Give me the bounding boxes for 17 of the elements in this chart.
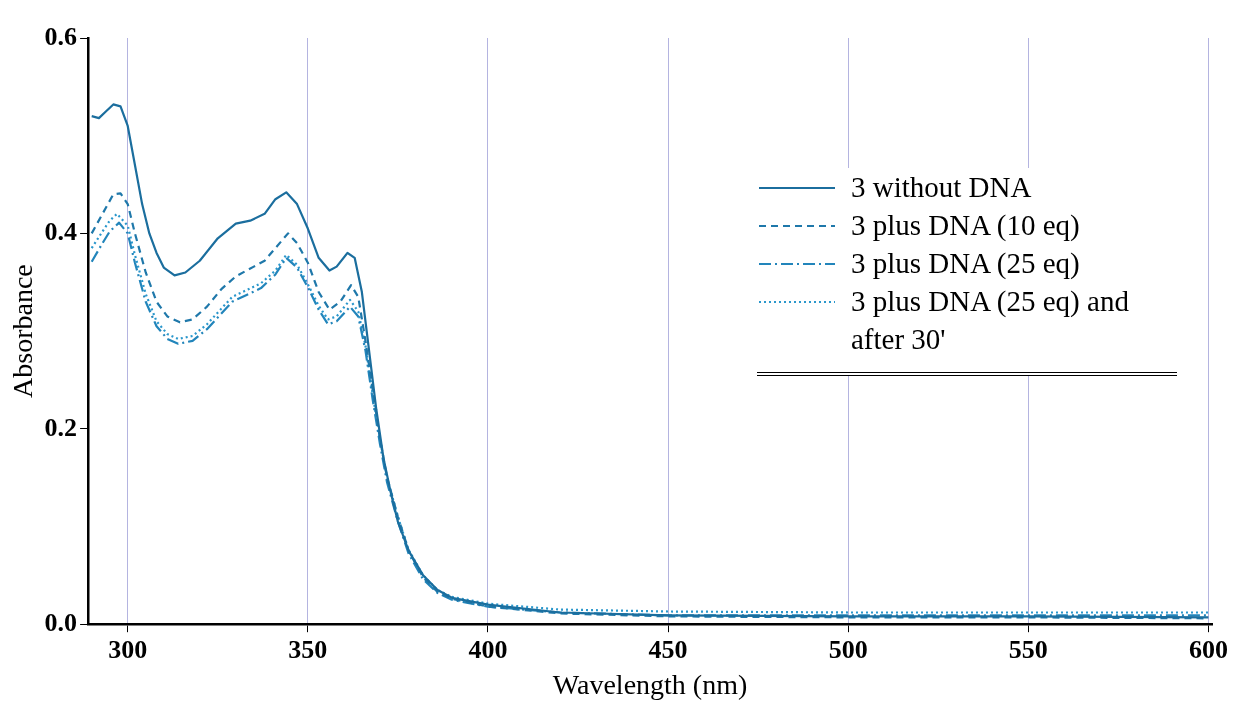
legend-label: 3 plus DNA (25 eq) and after 30' <box>851 284 1130 357</box>
x-tick-label: 350 <box>288 634 328 664</box>
x-axis-title: Wavelength (nm) <box>552 668 748 700</box>
x-tick-label: 550 <box>1008 634 1048 664</box>
x-tick-label: 400 <box>468 634 508 664</box>
y-tick-label: 0.2 <box>44 412 78 442</box>
legend-label: 3 plus DNA (25 eq) <box>851 246 1081 281</box>
y-tick-label: 0.0 <box>44 607 78 637</box>
x-tick-label: 600 <box>1188 634 1228 664</box>
legend-label: 3 without DNA <box>851 170 1033 205</box>
y-tick-label: 0.6 <box>44 21 78 51</box>
x-tick-label: 300 <box>108 634 148 664</box>
y-tick-label: 0.4 <box>44 217 78 247</box>
x-tick-label: 450 <box>648 634 688 664</box>
y-axis-title: Absorbance <box>7 264 39 398</box>
x-tick-label: 500 <box>828 634 868 664</box>
legend-label: 3 plus DNA (10 eq) <box>851 208 1081 243</box>
